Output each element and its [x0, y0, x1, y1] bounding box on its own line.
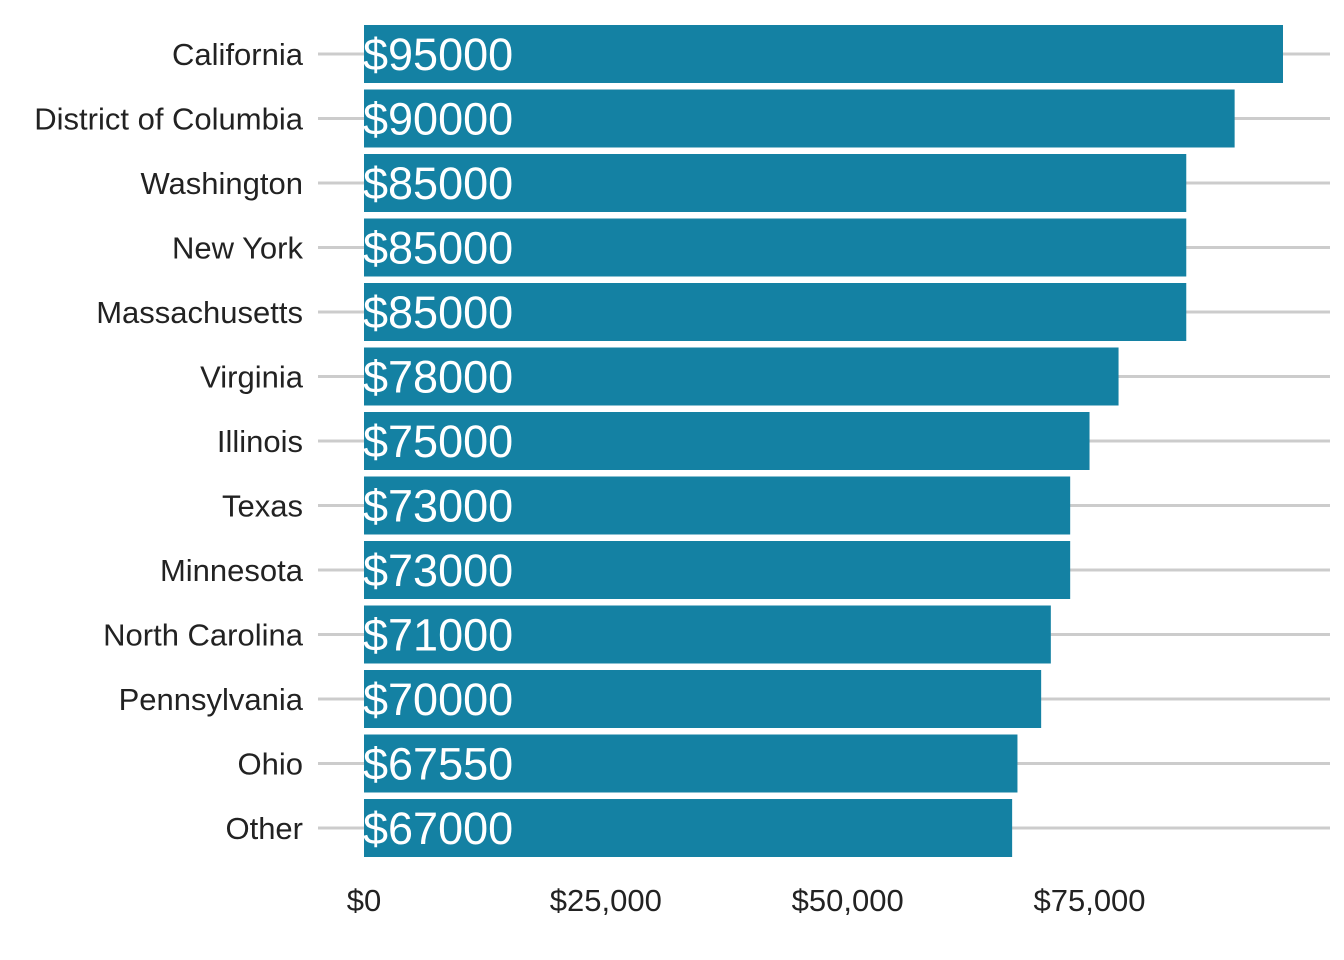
category-label: District of Columbia: [34, 102, 303, 137]
bar-value-label: $73000: [363, 481, 513, 532]
bar-value-labels: $95000 $90000 $85000 $85000 $85000 $78000 $750…: [363, 29, 513, 854]
bar: [364, 605, 1051, 664]
category-label: Ohio: [238, 747, 303, 782]
bar: [364, 799, 1013, 857]
bar-value-label: $90000: [363, 94, 513, 145]
bar-value-label: $67000: [363, 803, 513, 854]
bar: [364, 670, 1042, 728]
category-label: Illinois: [217, 424, 303, 459]
category-label: Virginia: [200, 360, 304, 395]
bar: [364, 25, 1283, 83]
bar-value-label: $70000: [363, 674, 513, 725]
bar-value-label: $67550: [363, 739, 513, 790]
category-label: Washington: [140, 166, 303, 201]
bar: [364, 734, 1018, 793]
category-label: North Carolina: [103, 618, 304, 653]
category-label: California: [172, 37, 304, 72]
category-labels: California District of Columbia Washington…: [34, 37, 304, 846]
x-tick-label: $50,000: [792, 883, 904, 918]
bar-value-label: $95000: [363, 29, 513, 80]
bar: [364, 412, 1090, 470]
bar-value-label: $73000: [363, 545, 513, 596]
bar-value-label: $85000: [363, 223, 513, 274]
bar: [364, 218, 1187, 277]
bar-value-label: $78000: [363, 352, 513, 403]
x-tick-label: $0: [347, 883, 381, 918]
bar-value-label: $85000: [363, 287, 513, 338]
bar: [364, 89, 1235, 148]
category-label: Massachusetts: [96, 295, 303, 330]
category-label: Pennsylvania: [119, 682, 304, 717]
x-tick-label: $75,000: [1033, 883, 1145, 918]
bars: [364, 25, 1283, 857]
category-label: Texas: [222, 489, 303, 524]
bar: [364, 347, 1119, 406]
bar: [364, 283, 1187, 341]
bar: [364, 476, 1071, 535]
category-label: New York: [172, 231, 303, 266]
x-tick-label: $25,000: [550, 883, 662, 918]
bar-value-label: $75000: [363, 416, 513, 467]
bar-value-label: $85000: [363, 158, 513, 209]
bar-value-label: $71000: [363, 610, 513, 661]
category-label: Other: [225, 811, 303, 846]
bar: [364, 541, 1071, 599]
bar: [364, 154, 1187, 212]
x-axis-tick-labels: $0 $25,000 $50,000 $75,000: [347, 883, 1146, 918]
category-label: Minnesota: [160, 553, 304, 588]
